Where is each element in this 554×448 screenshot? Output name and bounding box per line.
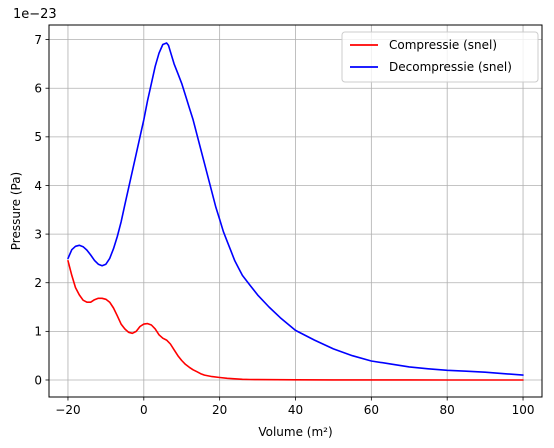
x-tick-label: 60 xyxy=(364,403,379,417)
x-tick-label: 0 xyxy=(140,403,148,417)
legend: Compressie (snel) Decompressie (snel) xyxy=(341,31,539,83)
y-tick-label: 0 xyxy=(34,373,42,387)
y-tick-label: 3 xyxy=(34,227,42,241)
x-axis-label: Volume (m²) xyxy=(258,425,332,439)
series-line-compressie xyxy=(67,259,524,381)
grid-lines xyxy=(49,25,542,397)
y-tick-label: 6 xyxy=(34,82,42,96)
legend-box xyxy=(341,31,539,83)
y-tick-label: 2 xyxy=(34,276,42,290)
y-tick-label: 1 xyxy=(34,325,42,339)
legend-label-decompressie: Decompressie (snel) xyxy=(389,60,512,74)
y-tick-label: 7 xyxy=(34,33,42,47)
x-tick-label: 80 xyxy=(440,403,455,417)
x-tick-label: 40 xyxy=(288,403,303,417)
y-axis-label: Pressure (Pa) xyxy=(9,172,23,250)
y-tick-label: 5 xyxy=(34,130,42,144)
x-tick-label: 20 xyxy=(212,403,227,417)
y-tick-label: 4 xyxy=(34,179,42,193)
series-line-decompressie xyxy=(67,42,524,376)
legend-label-compressie: Compressie (snel) xyxy=(389,38,497,52)
x-tick-label: 100 xyxy=(512,403,535,417)
y-offset-text: 1e−23 xyxy=(13,7,57,22)
axis-ticks: −20 0 20 40 60 80 100 0 1 2 3 4 5 6 7 xyxy=(34,33,534,417)
x-tick-label: −20 xyxy=(55,403,80,417)
series-lines xyxy=(67,42,524,381)
